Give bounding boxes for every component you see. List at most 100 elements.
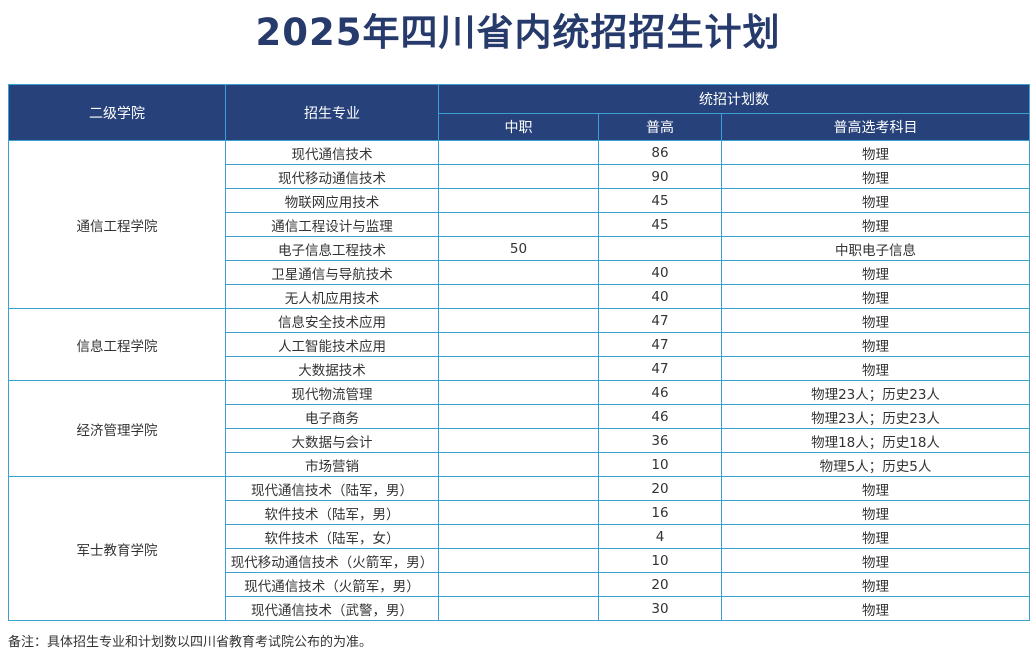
subjects-cell: 物理 — [720, 548, 1031, 573]
putong-cell: 30 — [598, 596, 722, 621]
subjects-cell: 物理23人；历史23人 — [720, 404, 1031, 429]
table-row: 信息工程学院 信息安全技术应用 47 物理 — [8, 308, 1031, 381]
subjects-cell: 物理18人；历史18人 — [720, 428, 1031, 453]
table-row: 卫星通信与导航技术 40 物理 — [9, 260, 1031, 285]
major-cell: 信息安全技术应用 — [225, 308, 439, 333]
subjects-cell: 物理 — [720, 188, 1031, 213]
major-cell: 现代通信技术（火箭军，男） — [225, 572, 439, 597]
putong-cell — [598, 236, 722, 261]
header-college: 二级学院 — [8, 84, 226, 141]
putong-cell: 45 — [598, 188, 722, 213]
putong-cell: 86 — [598, 140, 722, 165]
zhongzhi-cell — [438, 404, 599, 429]
table-row: 通信工程学院 现代通信技术 86 物理 — [8, 140, 1031, 309]
zhongzhi-cell — [438, 452, 599, 477]
major-cell: 无人机应用技术 — [225, 284, 439, 309]
major-cell: 卫星通信与导航技术 — [225, 260, 439, 285]
zhongzhi-cell — [438, 308, 599, 333]
putong-cell: 47 — [598, 356, 722, 381]
footnote: 备注：具体招生专业和计划数以四川省教育考试院公布的为准。 — [8, 635, 373, 650]
table-row: 大数据技术 47 物理 — [9, 356, 1031, 381]
header-zhongzhi: 中职 — [438, 113, 599, 141]
zhongzhi-cell — [438, 188, 599, 213]
page-title: 2025年四川省内统招招生计划 — [255, 11, 781, 54]
putong-cell: 90 — [598, 164, 722, 189]
major-cell: 现代移动通信技术（火箭军，男） — [225, 548, 439, 573]
major-cell: 物联网应用技术 — [225, 188, 439, 213]
zhongzhi-cell — [438, 356, 599, 381]
college-cell: 信息工程学院 — [8, 308, 226, 381]
major-cell: 现代物流管理 — [225, 380, 439, 405]
subjects-cell: 中职电子信息 — [720, 236, 1031, 261]
table-row: 现代移动通信技术（火箭军，男） 10 物理 — [9, 548, 1031, 573]
zhongzhi-cell — [438, 572, 599, 597]
zhongzhi-cell: 50 — [438, 236, 599, 261]
major-cell: 大数据与会计 — [225, 428, 439, 453]
header-putong: 普高 — [598, 113, 722, 141]
zhongzhi-cell — [438, 500, 599, 525]
subjects-cell: 物理23人；历史23人 — [720, 380, 1031, 405]
header-plan: 统招计划数 — [437, 84, 1031, 114]
major-cell: 人工智能技术应用 — [225, 332, 439, 357]
major-cell: 通信工程设计与监理 — [225, 212, 439, 237]
zhongzhi-cell — [438, 212, 599, 237]
subjects-cell: 物理 — [720, 164, 1031, 189]
table-row: 无人机应用技术 40 物理 — [9, 284, 1031, 309]
zhongzhi-cell — [438, 332, 599, 357]
college-cell: 经济管理学院 — [8, 380, 226, 477]
putong-cell: 40 — [598, 260, 722, 285]
table-row: 软件技术（陆军，女） 4 物理 — [9, 524, 1031, 549]
zhongzhi-cell — [438, 140, 599, 165]
zhongzhi-cell — [438, 524, 599, 549]
subjects-cell: 物理 — [720, 476, 1031, 501]
subjects-cell: 物理 — [720, 308, 1031, 333]
table-row: 经济管理学院 现代物流管理 46 物理23人；历史23人 — [8, 380, 1031, 477]
table-body: 通信工程学院 现代通信技术 86 物理 现代移动通信技术 90 物理 物联网应用技术 45 物理通… — [8, 140, 1031, 621]
putong-cell: 45 — [598, 212, 722, 237]
enrollment-plan-table: 二级学院 招生专业 统招计划数 中职 普高 普高选考科目 通信工程学院 现代通信技… — [8, 84, 1031, 621]
major-cell: 大数据技术 — [225, 356, 439, 381]
table-header: 二级学院 招生专业 统招计划数 中职 普高 普高选考科目 — [8, 84, 1031, 141]
major-cell: 现代通信技术（武警，男） — [225, 596, 439, 621]
zhongzhi-cell — [438, 476, 599, 501]
putong-cell: 16 — [598, 500, 722, 525]
zhongzhi-cell — [438, 284, 599, 309]
major-cell: 现代移动通信技术 — [225, 164, 439, 189]
major-cell: 现代通信技术（陆军，男） — [225, 476, 439, 501]
major-cell: 现代通信技术 — [225, 140, 439, 165]
putong-cell: 40 — [598, 284, 722, 309]
putong-cell: 10 — [598, 548, 722, 573]
zhongzhi-cell — [438, 380, 599, 405]
major-cell: 软件技术（陆军，男） — [225, 500, 439, 525]
subjects-cell: 物理 — [720, 284, 1031, 309]
table-row: 军士教育学院 现代通信技术（陆军，男） 20 物理 — [8, 476, 1031, 621]
table-row: 软件技术（陆军，男） 16 物理 — [9, 500, 1031, 525]
header-major: 招生专业 — [225, 84, 439, 141]
subjects-cell: 物理 — [720, 500, 1031, 525]
subjects-cell: 物理5人；历史5人 — [720, 452, 1031, 477]
putong-cell: 4 — [598, 524, 722, 549]
zhongzhi-cell — [438, 260, 599, 285]
zhongzhi-cell — [438, 548, 599, 573]
putong-cell: 20 — [598, 476, 722, 501]
major-cell: 市场营销 — [225, 452, 439, 477]
putong-cell: 47 — [598, 332, 722, 357]
putong-cell: 47 — [598, 308, 722, 333]
subjects-cell: 物理 — [720, 332, 1031, 357]
table-row: 物联网应用技术 45 物理 — [9, 188, 1031, 213]
table-row: 现代通信技术（武警，男） 30 物理 — [9, 596, 1031, 621]
subjects-cell: 物理 — [720, 356, 1031, 381]
table-row: 大数据与会计 36 物理18人；历史18人 — [9, 428, 1031, 453]
putong-cell: 46 — [598, 380, 722, 405]
subjects-cell: 物理 — [720, 596, 1031, 621]
putong-cell: 10 — [598, 452, 722, 477]
college-cell: 通信工程学院 — [8, 140, 226, 309]
subjects-cell: 物理 — [720, 572, 1031, 597]
subjects-cell: 物理 — [720, 140, 1031, 165]
putong-cell: 46 — [598, 404, 722, 429]
zhongzhi-cell — [438, 164, 599, 189]
header-subjects: 普高选考科目 — [720, 113, 1031, 141]
putong-cell: 36 — [598, 428, 722, 453]
zhongzhi-cell — [438, 428, 599, 453]
college-cell: 军士教育学院 — [8, 476, 226, 621]
